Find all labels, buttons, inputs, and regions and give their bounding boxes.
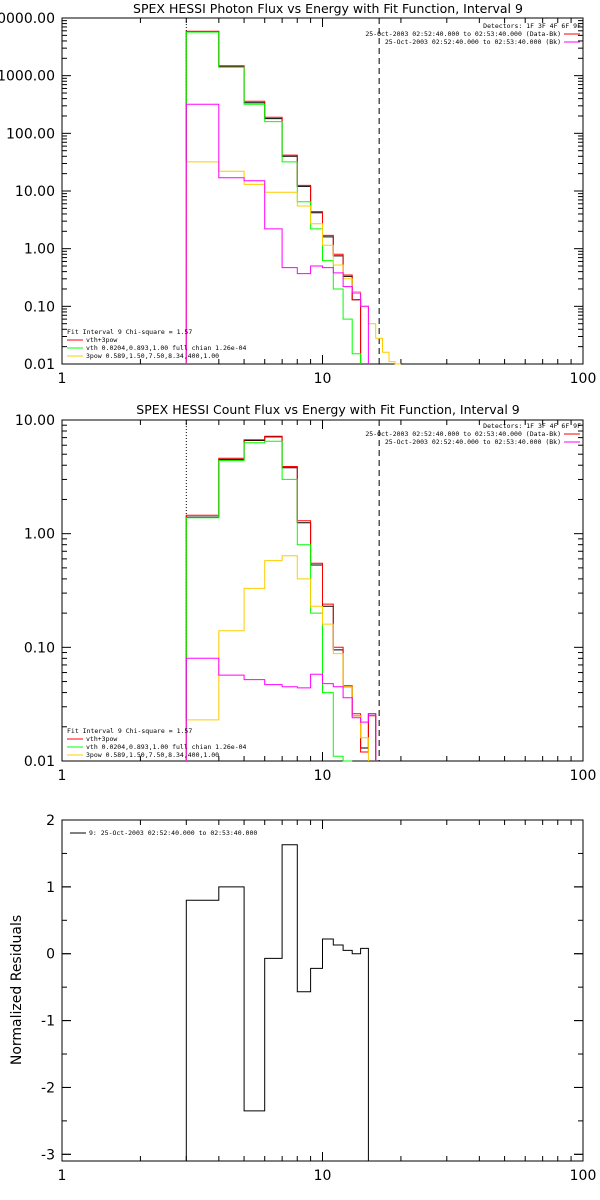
residuals-y-axis-label: Normalized Residuals xyxy=(9,915,25,1065)
photon-flux-y-tick-label: 1.00 xyxy=(24,242,55,258)
photon-flux-legend-model: vth+3pow xyxy=(86,336,117,344)
photon-flux-legend-vth: vth 0.0204,0.893,1.00 full chian 1.26e-0… xyxy=(86,344,247,352)
count-flux-legend-data-bk: 25-Oct-2003 02:52:40.000 to 02:53:40.000… xyxy=(365,430,561,438)
photon-flux-3pow-step-line xyxy=(185,161,401,365)
count-flux-legend-bottom: Fit Interval 9 Chi-square = 1.57 vth+3po… xyxy=(67,727,247,759)
count-flux-model-red-step-line xyxy=(185,435,377,761)
photon-flux-y-tick-label: 1000.00 xyxy=(0,69,55,85)
photon-flux-panel: SPEX HESSI Photon Flux vs Energy with Fi… xyxy=(0,1,596,387)
photon-flux-y-tick-label: 0.10 xyxy=(24,299,55,315)
photon-flux-legend-bottom: Fit Interval 9 Chi-square = 1.57 vth+3po… xyxy=(67,328,247,360)
photon-flux-background-step-line xyxy=(185,103,369,364)
photon-flux-legend-bk: 25-Oct-2003 02:52:40.000 to 02:53:40.000… xyxy=(385,38,561,46)
residuals-plot-frame xyxy=(61,819,584,1162)
count-flux-axes: 1 10 100 0.01 0.10 1.00 10.00 xyxy=(15,413,596,784)
count-flux-series xyxy=(185,435,377,762)
residuals-legend-label: 9: 25-Oct-2003 02:52:40.000 to 02:53:40.… xyxy=(89,829,257,837)
photon-flux-vth-step-line xyxy=(185,31,362,364)
count-flux-model-step-line xyxy=(185,436,377,761)
count-flux-y-tick-label: 0.01 xyxy=(24,754,55,770)
residuals-step-line xyxy=(185,844,369,1161)
photon-flux-y-tick-label: 10.00 xyxy=(15,184,55,200)
count-flux-legend-model: vth+3pow xyxy=(86,735,117,743)
residuals-y-tick-label: -1 xyxy=(41,1014,55,1030)
count-flux-legend-vth: vth 0.0204,0.893,1.00 full chian 1.26e-0… xyxy=(86,743,247,751)
photon-flux-legend-top: Detectors: 1F 3F 4F 6F 9F 25-Oct-2003 02… xyxy=(365,22,581,46)
photon-flux-legend-3pow: 3pow 0.589,1.50,7.50,8.34,400,1.00 xyxy=(86,352,219,360)
photon-flux-legend-data-bk: 25-Oct-2003 02:52:40.000 to 02:53:40.000… xyxy=(365,30,561,38)
photon-flux-x-tick-label: 10 xyxy=(314,371,332,387)
residuals-y-tick-label: 0 xyxy=(46,947,55,963)
count-flux-fit-bounds xyxy=(185,420,380,761)
residuals-x-tick-label: 100 xyxy=(570,1168,597,1184)
photon-flux-fit-interval-label: Fit Interval 9 Chi-square = 1.57 xyxy=(67,328,192,336)
photon-flux-x-tick-label: 100 xyxy=(570,371,597,387)
residuals-x-tick-label: 1 xyxy=(58,1168,67,1184)
photon-flux-model-step-line xyxy=(185,31,362,364)
count-flux-legend-bk: 25-Oct-2003 02:52:40.000 to 02:53:40.000… xyxy=(385,438,561,446)
photon-flux-y-tick-label: 100.00 xyxy=(6,126,55,142)
count-flux-x-tick-label: 1 xyxy=(58,768,67,784)
photon-flux-x-tick-label: 1 xyxy=(58,371,67,387)
count-flux-legend-3pow: 3pow 0.589,1.50,7.50,8.34,400,1.00 xyxy=(86,751,219,759)
count-flux-y-tick-label: 0.10 xyxy=(24,640,55,656)
count-flux-fit-interval-label: Fit Interval 9 Chi-square = 1.57 xyxy=(67,727,192,735)
count-flux-x-tick-label: 100 xyxy=(570,768,597,784)
count-flux-title: SPEX HESSI Count Flux vs Energy with Fit… xyxy=(136,402,519,417)
count-flux-panel: SPEX HESSI Count Flux vs Energy with Fit… xyxy=(15,402,596,784)
photon-flux-detectors-label: Detectors: 1F 3F 4F 6F 9F xyxy=(483,22,581,30)
count-flux-x-tick-label: 10 xyxy=(314,768,332,784)
residuals-y-tick-label: 1 xyxy=(46,880,55,896)
count-flux-vth-step-line xyxy=(185,440,353,762)
residuals-series xyxy=(185,844,369,1161)
photon-flux-plot-frame xyxy=(61,17,584,365)
residuals-y-tick-label: -3 xyxy=(41,1147,55,1163)
residuals-x-tick-label: 10 xyxy=(314,1168,332,1184)
photon-flux-model-red-step-line xyxy=(185,30,362,364)
count-flux-background-step-line xyxy=(185,657,377,761)
residuals-legend: 9: 25-Oct-2003 02:52:40.000 to 02:53:40.… xyxy=(70,829,257,837)
count-flux-y-tick-label: 1.00 xyxy=(24,527,55,543)
photon-flux-fit-bounds xyxy=(185,18,380,364)
photon-flux-y-tick-label: 10000.00 xyxy=(0,11,55,27)
count-flux-detectors-label: Detectors: 1F 3F 4F 6F 9F xyxy=(483,422,581,430)
photon-flux-series xyxy=(185,30,401,365)
photon-flux-y-tick-label: 0.01 xyxy=(24,357,55,373)
photon-flux-title: SPEX HESSI Photon Flux vs Energy with Fi… xyxy=(133,1,523,16)
count-flux-legend-top: Detectors: 1F 3F 4F 6F 9F 25-Oct-2003 02… xyxy=(365,422,581,446)
count-flux-y-tick-label: 10.00 xyxy=(15,413,55,429)
residuals-y-tick-label: 2 xyxy=(46,813,55,829)
residuals-y-tick-label: -2 xyxy=(41,1080,55,1096)
photon-flux-axes: 1 10 100 0.01 0.10 1.00 10.00 100.00 1000.00 1000… xyxy=(0,11,596,387)
